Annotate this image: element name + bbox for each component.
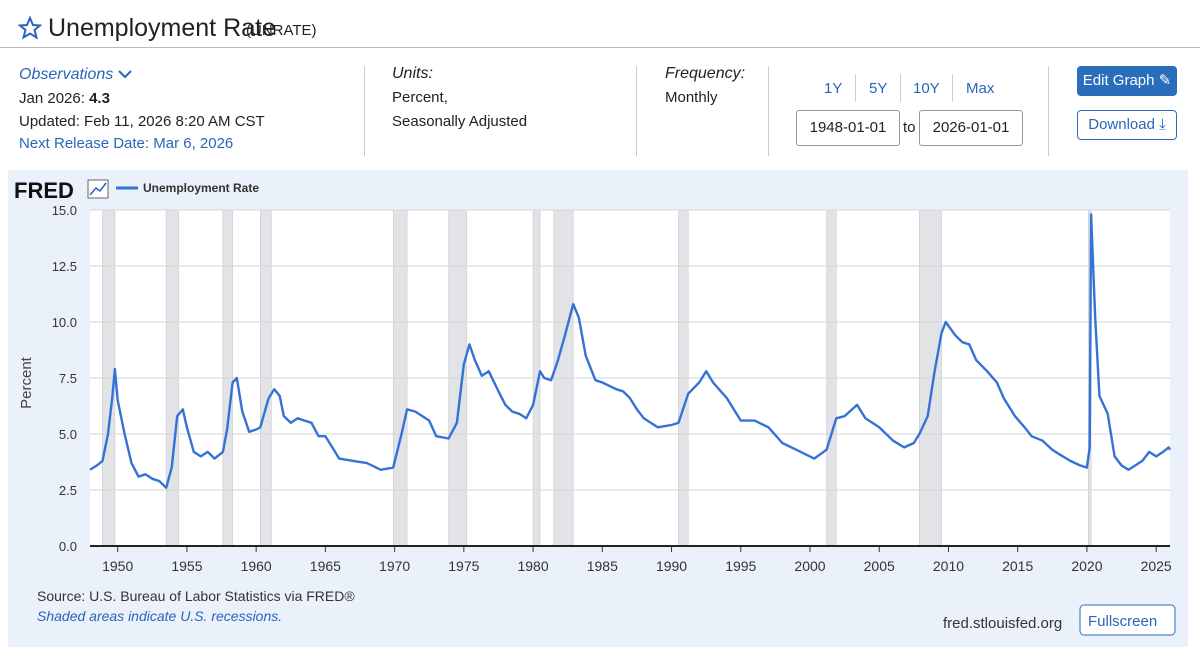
- x-tick-label: 1985: [587, 558, 618, 574]
- source: Source: U.S. Bureau of Labor Statistics …: [37, 588, 355, 604]
- next-release[interactable]: Next Release Date: Mar 6, 2026: [19, 135, 234, 152]
- end-date[interactable]: 2026-01-01: [919, 110, 1023, 146]
- updated: Updated: Feb 11, 2026 8:20 AM CST: [19, 113, 265, 130]
- series-code: (UNRATE): [246, 22, 317, 39]
- latest: Jan 2026: 4.3: [19, 90, 110, 107]
- separator: [364, 66, 365, 156]
- x-tick-label: 1975: [448, 558, 479, 574]
- range-button[interactable]: 1Y: [824, 80, 843, 97]
- y-tick-label: 0.0: [59, 539, 77, 554]
- frequency-label: Frequency:: [665, 65, 746, 82]
- frequency-value: Monthly: [665, 89, 718, 106]
- separator: [1048, 66, 1049, 156]
- start-date[interactable]: 1948-01-01: [796, 110, 900, 146]
- separator: [952, 74, 953, 102]
- separator: [900, 74, 901, 102]
- x-tick-label: 1990: [656, 558, 687, 574]
- download-label[interactable]: Download: [1088, 116, 1155, 133]
- edit-graph-button[interactable]: Edit Graph ✎: [1077, 66, 1177, 96]
- y-tick-label: 5.0: [59, 427, 77, 442]
- x-tick-label: 1955: [171, 558, 202, 574]
- x-tick-label: 1950: [102, 558, 133, 574]
- x-tick-label: 2020: [1071, 558, 1102, 574]
- units-line: Percent,: [392, 89, 448, 106]
- x-tick-label: 2010: [933, 558, 964, 574]
- x-tick-label: 1970: [379, 558, 410, 574]
- x-tick-label: 1995: [725, 558, 756, 574]
- y-tick-label: 10.0: [52, 315, 77, 330]
- series-line: [89, 213, 1172, 489]
- fullscreen-label[interactable]: Fullscreen: [1088, 613, 1157, 630]
- y-axis-label: Percent: [18, 356, 35, 409]
- range-button[interactable]: 5Y: [869, 80, 888, 97]
- range-button[interactable]: 10Y: [913, 80, 940, 97]
- separator: [636, 66, 637, 156]
- x-tick-label: 2015: [1002, 558, 1033, 574]
- latest-label: Jan 2026:: [19, 90, 85, 107]
- separator: [855, 74, 856, 102]
- y-tick-label: 2.5: [59, 483, 77, 498]
- chevron: [118, 70, 132, 79]
- x-tick-label: 2005: [864, 558, 895, 574]
- x-tick-label: 2025: [1141, 558, 1172, 574]
- divider: [0, 47, 1200, 48]
- fullscreen-button[interactable]: [1079, 604, 1176, 636]
- x-tick-label: 1965: [310, 558, 341, 574]
- y-tick-label: 12.5: [52, 259, 77, 274]
- units-label: Units:: [392, 65, 433, 82]
- y-tick-label: 15.0: [52, 203, 77, 218]
- units-line: Seasonally Adjusted: [392, 113, 528, 130]
- legend-label: Unemployment Rate: [143, 181, 259, 195]
- observations-label[interactable]: Observations: [19, 66, 114, 83]
- site: fred.stlouisfed.org: [943, 615, 1062, 632]
- recession-note: Shaded areas indicate U.S. recessions.: [37, 608, 282, 624]
- edit-graph-label[interactable]: Edit Graph: [1082, 72, 1155, 89]
- star-icon[interactable]: [18, 16, 42, 40]
- y-tick-label: 7.5: [59, 371, 77, 386]
- x-tick-label: 1980: [517, 558, 548, 574]
- latest-value: 4.3: [89, 90, 110, 107]
- range-button[interactable]: Max: [966, 80, 995, 97]
- title: Unemployment Rate: [48, 14, 276, 42]
- observations-toggle[interactable]: Observations: [19, 66, 132, 84]
- x-tick-label: 2000: [794, 558, 825, 574]
- download-button[interactable]: Download ⤓: [1077, 110, 1177, 140]
- separator: [768, 66, 769, 156]
- graph-icon-line: [89, 182, 107, 196]
- to-label: to: [903, 119, 916, 136]
- fred-logo: FRED: [14, 178, 74, 203]
- x-tick-label: 1960: [241, 558, 272, 574]
